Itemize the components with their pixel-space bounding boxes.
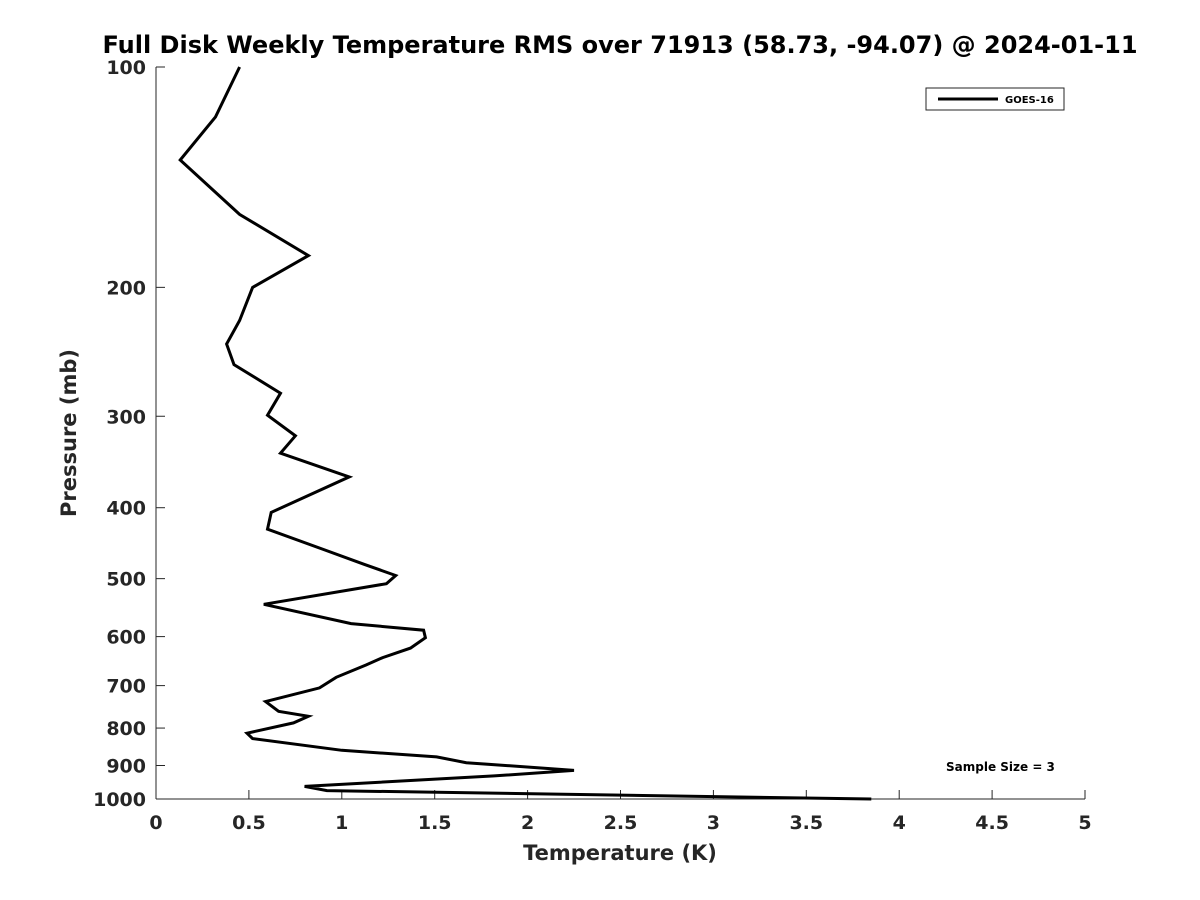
- y-tick-label: 600: [106, 627, 146, 649]
- x-tick-label: 2: [521, 812, 534, 834]
- sample-size-annotation: Sample Size = 3: [946, 760, 1055, 774]
- x-tick-label: 1.5: [418, 812, 452, 834]
- y-axis: 100 200 300 400 500 600 700 800 900 1000: [93, 57, 165, 811]
- legend-label: GOES-16: [1005, 95, 1054, 106]
- x-tick-label: 3: [707, 812, 720, 834]
- series-line-goes-16: [178, 66, 872, 801]
- y-axis-label: Pressure (mb): [57, 349, 81, 517]
- y-ticks: 100 200 300 400 500 600 700 800 900 1000: [93, 57, 165, 811]
- series-group: [178, 66, 872, 801]
- legend: GOES-16: [925, 87, 1065, 111]
- x-axis: 0 0.5 1 1.5 2 2.5 3 3.5 4 4.5 5: [149, 790, 1092, 834]
- x-tick-label: 0: [149, 812, 162, 834]
- x-tick-label: 3.5: [789, 812, 823, 834]
- x-tick-label: 0.5: [232, 812, 266, 834]
- y-tick-label: 300: [106, 406, 146, 428]
- x-tick-label: 4: [893, 812, 906, 834]
- x-tick-label: 5: [1078, 812, 1091, 834]
- y-tick-label: 400: [106, 498, 146, 520]
- y-tick-label: 200: [106, 277, 146, 299]
- plot-area: [156, 67, 1085, 799]
- x-ticks: 0 0.5 1 1.5 2 2.5 3 3.5 4 4.5 5: [149, 790, 1092, 834]
- x-tick-label: 4.5: [975, 812, 1009, 834]
- y-tick-label: 900: [106, 756, 146, 778]
- x-axis-label: Temperature (K): [523, 841, 717, 865]
- y-tick-label: 100: [106, 57, 146, 79]
- y-tick-label: 500: [106, 569, 146, 591]
- y-tick-label: 1000: [93, 789, 146, 811]
- chart-title: Full Disk Weekly Temperature RMS over 71…: [102, 31, 1137, 59]
- x-tick-label: 2.5: [604, 812, 638, 834]
- y-tick-label: 700: [106, 676, 146, 698]
- x-tick-label: 1: [335, 812, 348, 834]
- y-tick-label: 800: [106, 718, 146, 740]
